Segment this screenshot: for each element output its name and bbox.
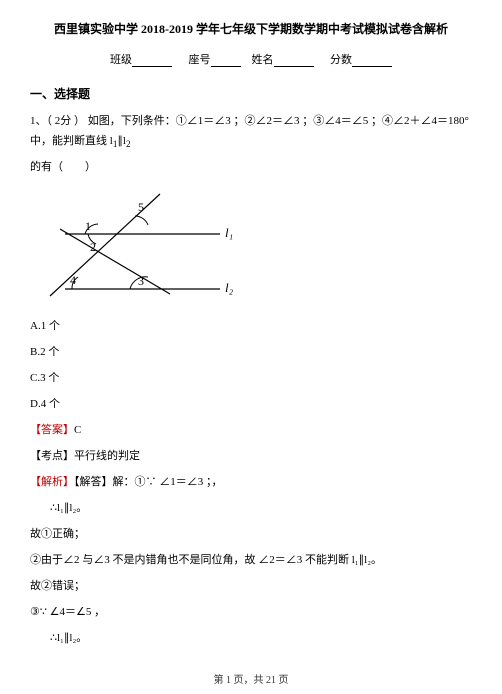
svg-text:l₁: l₁ bbox=[225, 225, 233, 240]
diagram-svg: l₁ l₂ 1 2 3 4 5 bbox=[30, 184, 240, 304]
kaodian-line: 【考点】平行线的判定 bbox=[30, 447, 472, 463]
jiexi-l3: 故①正确； bbox=[30, 525, 472, 541]
class-label: 班级 bbox=[110, 54, 132, 66]
svg-text:2: 2 bbox=[90, 240, 96, 254]
seat-label: 座号 bbox=[189, 54, 211, 66]
name-label: 姓名 bbox=[252, 54, 274, 66]
page-title: 西里镇实验中学 2018-2019 学年七年级下学期数学期中考试模拟试卷含解析 bbox=[30, 20, 472, 37]
seat-blank bbox=[211, 55, 241, 67]
question-text: 1、（ 2分 ） 如图，下列条件：①∠1＝∠3 ；②∠2＝∠3 ；③∠4＝∠5 … bbox=[30, 112, 472, 152]
jiexi-l2: ∴l₁∥l₂。 bbox=[50, 499, 472, 515]
page-footer: 第 1 页，共 21 页 bbox=[0, 671, 502, 686]
jiexi-l1: 解：①∵ ∠1＝∠3 ；， bbox=[113, 476, 223, 488]
score-blank bbox=[352, 55, 392, 67]
option-a: A.1 个 bbox=[30, 317, 472, 333]
option-d: D.4 个 bbox=[30, 395, 472, 411]
svg-text:3: 3 bbox=[138, 274, 144, 288]
svg-text:5: 5 bbox=[138, 200, 144, 214]
svg-text:l₂: l₂ bbox=[225, 280, 234, 295]
class-blank bbox=[132, 55, 172, 67]
name-blank bbox=[274, 55, 314, 67]
score-label: 分数 bbox=[330, 54, 352, 66]
svg-text:4: 4 bbox=[70, 273, 76, 287]
q-sub2: 2 bbox=[126, 139, 131, 149]
answer-value: C bbox=[74, 424, 81, 436]
option-b: B.2 个 bbox=[30, 343, 472, 359]
q-prefix: 1、（ 2分 ） 如图，下列条件：①∠1＝∠3 ；②∠2＝∠3 ；③∠4＝∠5 … bbox=[30, 115, 469, 147]
jiexi-label: 【解析】 bbox=[30, 476, 74, 488]
answer-label: 【答案】 bbox=[30, 424, 74, 436]
jiexi-l4: ②由于∠2 与∠3 不是内错角也不是同位角，故 ∠2＝∠3 不能判断 l₁∥l₂… bbox=[30, 551, 472, 567]
geometry-diagram: l₁ l₂ 1 2 3 4 5 bbox=[30, 184, 472, 307]
jiedai-label: 【解答】 bbox=[74, 476, 113, 488]
question-suffix: 的有（ ） bbox=[30, 158, 472, 178]
jiexi-l5: 故②错误； bbox=[30, 577, 472, 593]
answer-line: 【答案】C bbox=[30, 421, 472, 437]
kaodian-value: 平行线的判定 bbox=[74, 450, 140, 462]
jiexi-line1: 【解析】【解答】解：①∵ ∠1＝∠3 ；， bbox=[30, 473, 472, 489]
section-heading: 一、选择题 bbox=[30, 85, 472, 102]
svg-text:1: 1 bbox=[85, 219, 91, 233]
jiexi-l7: ∴l₁∥l₂。 bbox=[50, 629, 472, 645]
form-line: 班级 座号 姓名 分数 bbox=[30, 51, 472, 67]
kaodian-label: 【考点】 bbox=[30, 450, 74, 462]
q-mid: ∥l bbox=[117, 135, 126, 147]
option-c: C.3 个 bbox=[30, 369, 472, 385]
jiexi-l6: ③∵ ∠4＝∠5 ， bbox=[30, 603, 472, 619]
